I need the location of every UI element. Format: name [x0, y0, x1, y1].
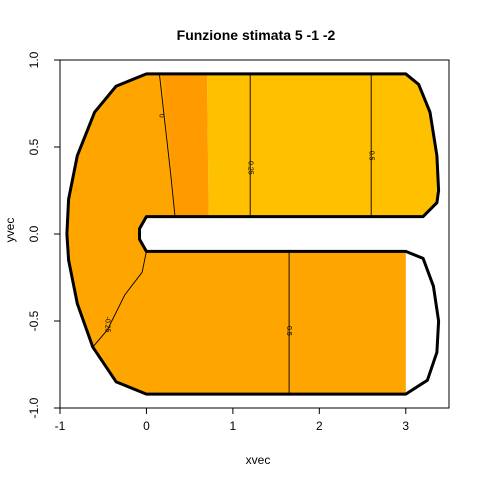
- x-axis-label: xvec: [246, 453, 271, 467]
- y-tick-label-3: 0.5: [27, 138, 41, 155]
- fill-region-upper-dark-orange: [162, 73, 209, 217]
- x-tick-label-0: -1: [55, 419, 66, 433]
- x-tick-label-4: 3: [402, 419, 409, 433]
- fill-region-upper-yellow: [207, 73, 439, 217]
- x-tick-label-3: 2: [316, 419, 323, 433]
- contour-line-3: [92, 251, 147, 348]
- x-axis-ticks: -1 0 1 2 3: [55, 408, 409, 433]
- fill-region-upper-light-orange: [66, 73, 406, 395]
- y-axis-label: yvec: [3, 218, 17, 243]
- contour-label-4: -0.5: [285, 324, 292, 336]
- contour-line-0: [158, 73, 176, 217]
- boundary-outline: [65, 72, 441, 396]
- filled-regions: [66, 73, 439, 395]
- contour-label-1: 0.25: [246, 161, 253, 175]
- contour-label-3: -0.25: [104, 316, 111, 332]
- y-tick-label-0: -1.0: [27, 397, 41, 418]
- contour-label-2: 0.5: [367, 151, 374, 161]
- contour-label-0: 0: [157, 114, 164, 118]
- domain-boundary: [65, 72, 441, 396]
- x-tick-label-2: 1: [230, 419, 237, 433]
- contour-lines: 0 0.25 0.5 -0.25 -0.5: [92, 73, 374, 395]
- y-tick-label-4: 1.0: [27, 51, 41, 68]
- chart-title: Funzione stimata 5 -1 -2: [177, 27, 336, 43]
- y-tick-label-1: -0.5: [27, 310, 41, 331]
- y-axis-ticks: -1.0 -0.5 0.0 0.5 1.0: [27, 51, 60, 418]
- x-tick-label-1: 0: [143, 419, 150, 433]
- y-tick-label-2: 0.0: [27, 225, 41, 242]
